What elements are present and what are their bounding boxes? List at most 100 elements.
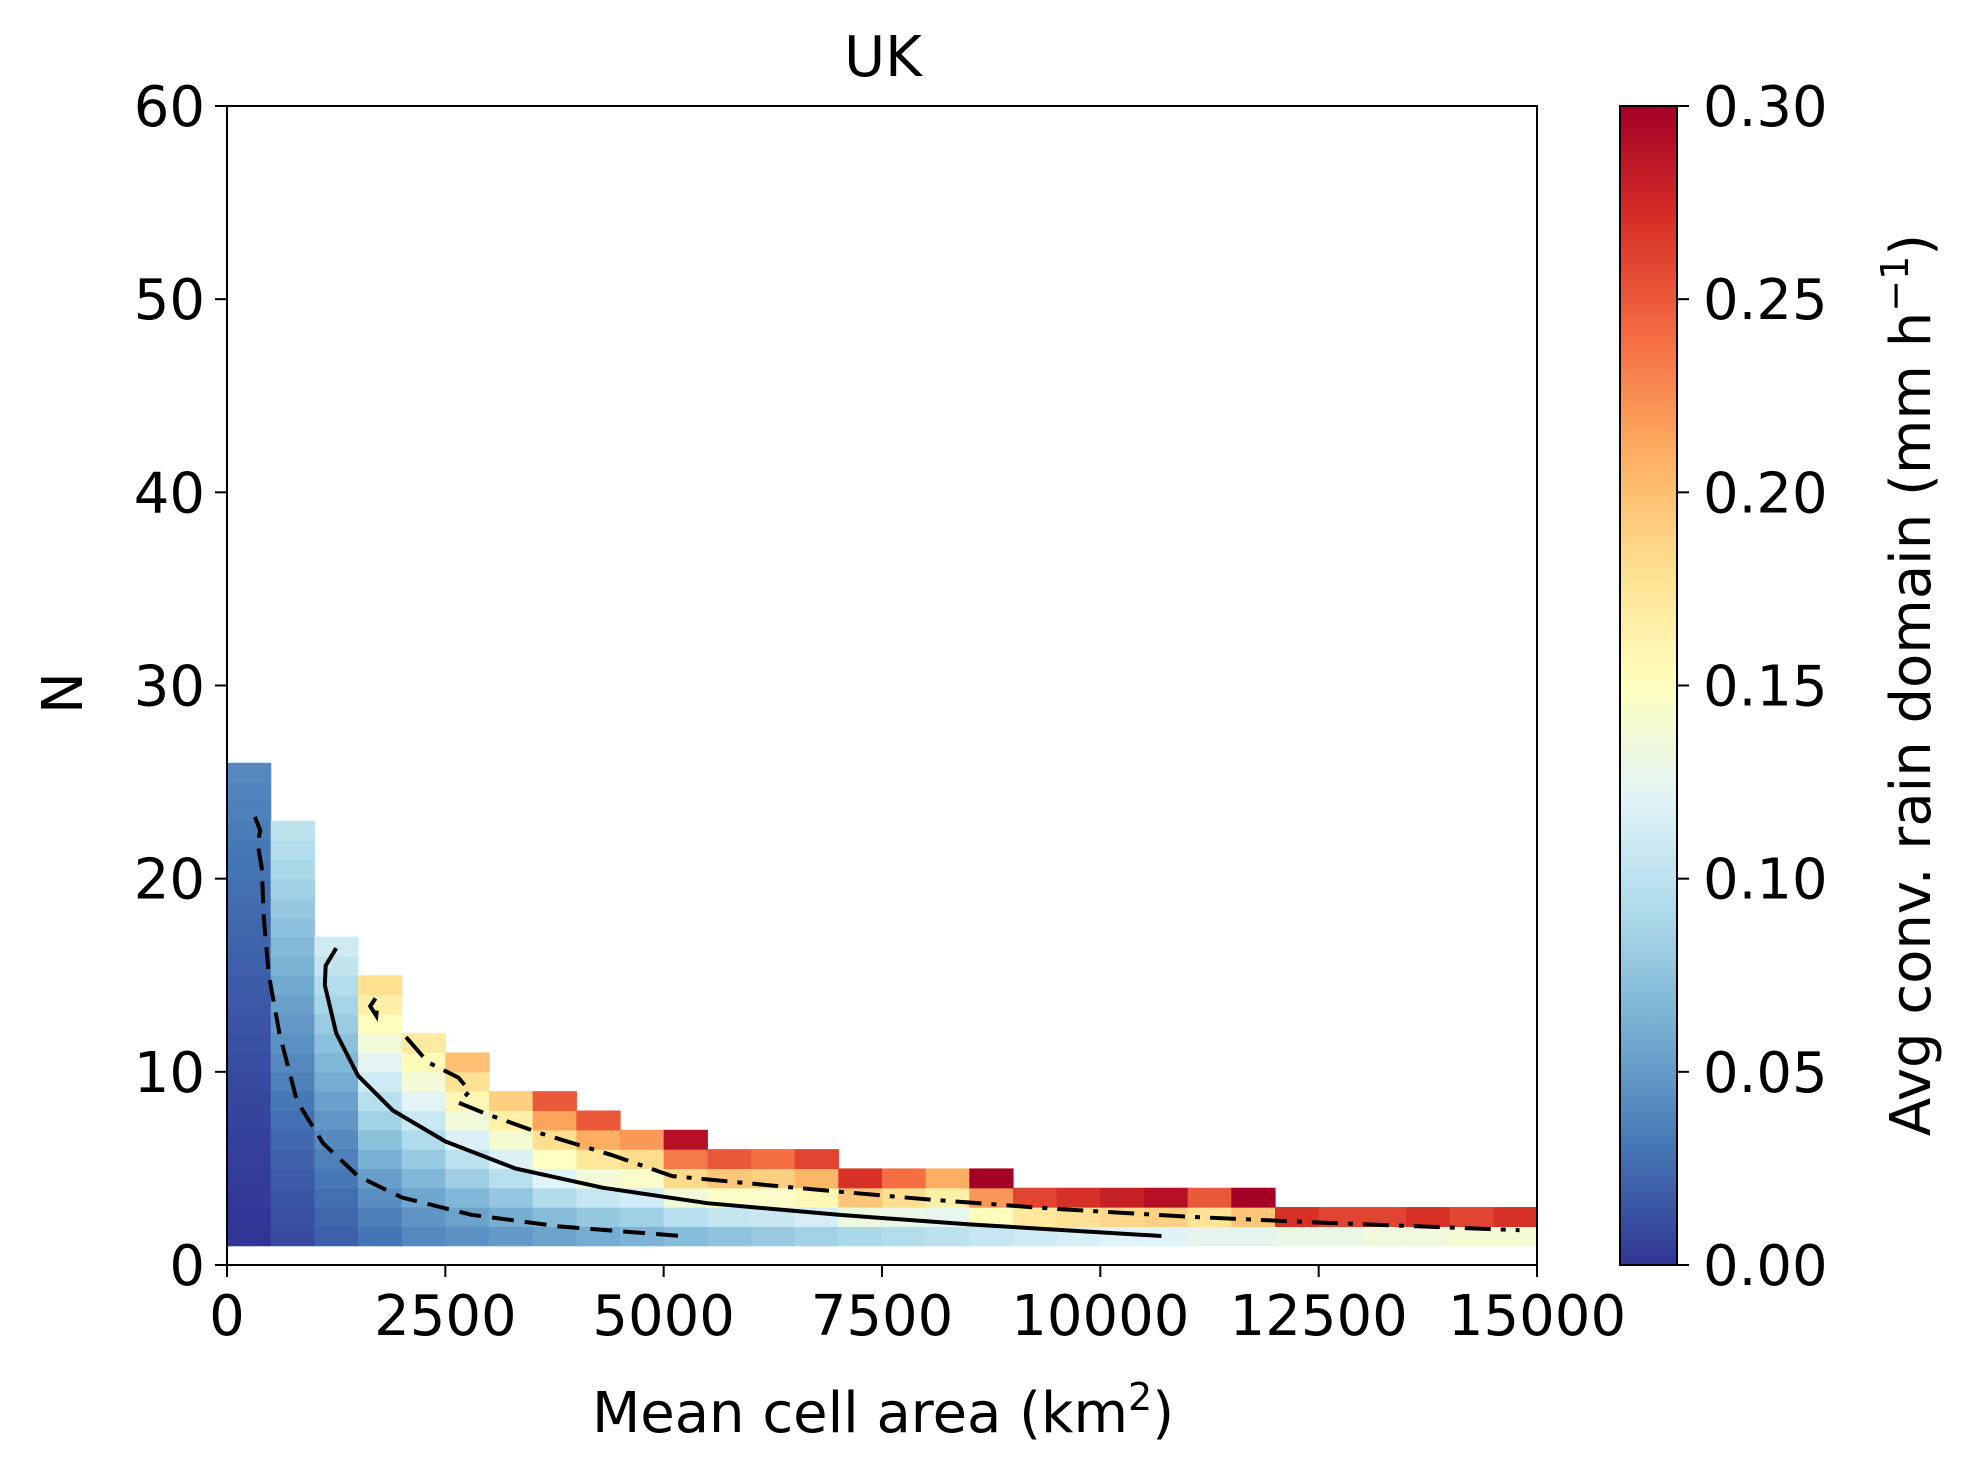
colorbar-label-superscript: −1 — [1873, 256, 1917, 312]
heatmap-cell — [751, 1149, 796, 1170]
heatmap-cell — [227, 878, 272, 899]
heatmap-cell — [314, 1013, 359, 1034]
heatmap-cell — [707, 1207, 752, 1227]
heatmap-cell — [358, 994, 403, 1015]
heatmap-cell — [358, 1129, 403, 1150]
heatmap-cell — [489, 1226, 534, 1247]
heatmap-cell — [314, 1033, 359, 1054]
heatmap-cell — [270, 936, 315, 957]
heatmap-cell — [620, 1168, 665, 1189]
heatmap-cell — [532, 1226, 577, 1247]
heatmap-cell — [1013, 1207, 1058, 1227]
x-tick-label: 0 — [209, 1284, 245, 1349]
heatmap-cell — [401, 1110, 446, 1131]
heatmap-cell — [1144, 1187, 1189, 1208]
heatmap-cell — [314, 1226, 359, 1247]
heatmap-cell — [314, 936, 359, 957]
heatmap-cell — [620, 1207, 665, 1227]
heatmap-cell — [314, 1207, 359, 1227]
heatmap-cell — [270, 1187, 315, 1208]
heatmap-cell — [794, 1149, 839, 1170]
heatmap-cell — [227, 782, 272, 802]
colorbar-tick-label: 0.10 — [1703, 848, 1828, 913]
heatmap-cell — [489, 1129, 534, 1150]
heatmap-cell — [663, 1129, 708, 1150]
heatmap-cell — [358, 975, 403, 996]
heatmap-cell — [751, 1207, 796, 1227]
heatmap-cell — [227, 955, 272, 976]
heatmap-cell — [270, 994, 315, 1015]
heatmap-cell — [794, 1168, 839, 1189]
heatmap-cell — [532, 1110, 577, 1131]
y-tick-label: 60 — [134, 75, 205, 140]
heatmap-cell — [1362, 1207, 1407, 1227]
x-axis-label-superscript: 2 — [1128, 1375, 1152, 1419]
y-axis-label: N — [31, 672, 96, 714]
heatmap-cell — [358, 1033, 403, 1054]
heatmap-cell — [227, 1187, 272, 1208]
colorbar-tick-label: 0.05 — [1703, 1041, 1828, 1106]
heatmap-cell — [227, 897, 272, 918]
heatmap-cell — [1406, 1207, 1451, 1227]
heatmap-cell — [489, 1207, 534, 1227]
heatmap-cell — [925, 1168, 970, 1189]
heatmap-cell — [882, 1168, 927, 1189]
colorbar-ticks: 0.00 0.05 0.10 0.15 0.20 0.25 0.30 — [1677, 75, 1828, 1299]
heatmap-cell — [270, 1033, 315, 1054]
heatmap-cell — [620, 1129, 665, 1150]
heatmap-cell — [576, 1129, 621, 1150]
heatmap-cell — [270, 917, 315, 938]
heatmap-cell — [489, 1187, 534, 1208]
heatmap-cell — [489, 1091, 534, 1112]
heatmap-cell — [576, 1187, 621, 1208]
heatmap-cell — [1187, 1187, 1232, 1208]
heatmap-cell — [227, 840, 272, 860]
heatmap-cell — [401, 1033, 446, 1054]
heatmap-cell — [227, 1091, 272, 1112]
heatmap-cell — [270, 820, 315, 841]
heatmap-cell — [445, 1129, 490, 1150]
heatmap-cell — [663, 1168, 708, 1189]
heatmap-cell — [358, 1013, 403, 1034]
heatmap-cell — [1231, 1207, 1276, 1227]
heatmap-cell — [401, 1226, 446, 1247]
heatmap-cell — [838, 1187, 883, 1208]
heatmap-cell — [270, 1168, 315, 1189]
heatmap-cell — [227, 917, 272, 938]
heatmap-cell — [925, 1187, 970, 1208]
heatmap-cell — [358, 1110, 403, 1131]
heatmap-cell — [1056, 1207, 1101, 1227]
x-axis-label-close: ) — [1152, 1381, 1174, 1446]
heatmap-cell — [751, 1226, 796, 1247]
heatmap-cell — [445, 1110, 490, 1131]
heatmap-cell — [227, 1149, 272, 1170]
heatmap-cell — [358, 1187, 403, 1208]
heatmap-cell — [794, 1226, 839, 1247]
colorbar-tick-label: 0.25 — [1703, 268, 1828, 333]
heatmap-cell — [401, 1207, 446, 1227]
y-axis-ticks: 0 10 20 30 40 50 60 — [134, 75, 227, 1299]
heatmap-cell — [576, 1149, 621, 1170]
colorbar-tick-label: 0.15 — [1703, 655, 1828, 720]
x-tick-label: 5000 — [592, 1284, 735, 1349]
heatmap-cell — [707, 1226, 752, 1247]
heatmap-cell — [882, 1187, 927, 1208]
y-tick-label: 40 — [134, 461, 205, 526]
heatmap-cell — [270, 1129, 315, 1150]
heatmap-cell — [358, 1091, 403, 1112]
colorbar-tick-label: 0.20 — [1703, 461, 1828, 526]
heatmap-cell — [532, 1187, 577, 1208]
heatmap-cell — [445, 1187, 490, 1208]
heatmap-cell — [358, 1052, 403, 1073]
heatmap-cell — [401, 1149, 446, 1170]
heatmap-cell — [1056, 1187, 1101, 1208]
heatmap-cell — [401, 1168, 446, 1189]
heatmap-cell — [1187, 1226, 1232, 1247]
heatmap-cell — [489, 1168, 534, 1189]
heatmap-cell — [838, 1168, 883, 1189]
heatmap-cell — [663, 1149, 708, 1170]
heatmap-cell — [1449, 1207, 1494, 1227]
heatmap-cell — [1231, 1187, 1276, 1208]
y-tick-label: 10 — [134, 1041, 205, 1106]
heatmap-cell — [227, 1207, 272, 1227]
